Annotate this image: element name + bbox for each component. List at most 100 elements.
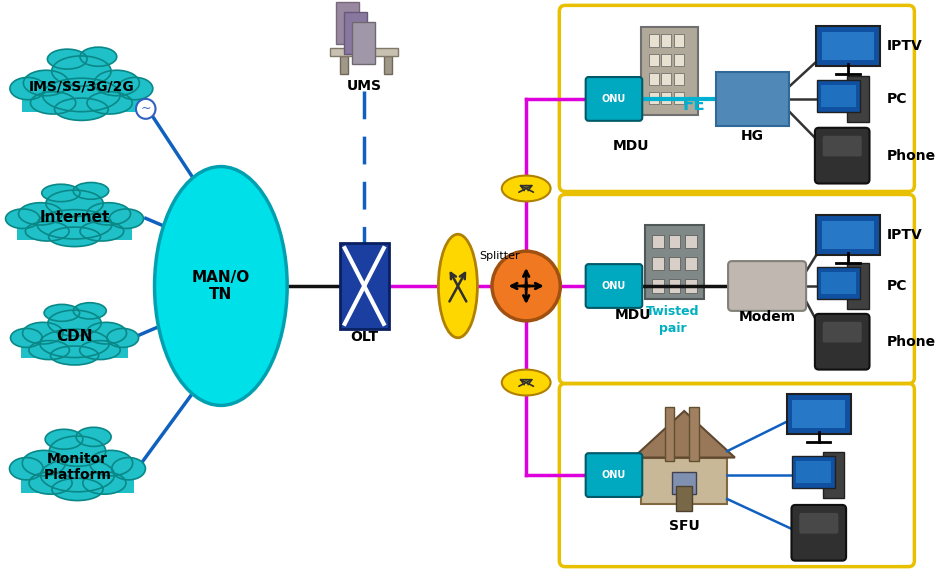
Text: OLT: OLT [350, 330, 378, 344]
FancyBboxPatch shape [673, 73, 683, 85]
FancyBboxPatch shape [684, 279, 696, 293]
Ellipse shape [501, 370, 550, 395]
Text: Monitor
Platform: Monitor Platform [43, 452, 111, 482]
FancyBboxPatch shape [791, 505, 845, 561]
FancyBboxPatch shape [667, 257, 680, 271]
FancyBboxPatch shape [822, 136, 861, 156]
FancyBboxPatch shape [792, 456, 834, 488]
Ellipse shape [47, 49, 87, 69]
Ellipse shape [74, 303, 106, 319]
Text: MAN/O
TN: MAN/O TN [192, 270, 250, 302]
FancyBboxPatch shape [667, 235, 680, 248]
FancyBboxPatch shape [673, 92, 683, 104]
FancyBboxPatch shape [661, 34, 670, 46]
FancyBboxPatch shape [822, 322, 861, 343]
Ellipse shape [117, 77, 153, 100]
Ellipse shape [83, 472, 126, 494]
Ellipse shape [94, 70, 139, 96]
Text: Phone: Phone [886, 149, 936, 162]
FancyBboxPatch shape [641, 27, 697, 115]
Circle shape [136, 99, 156, 119]
Ellipse shape [73, 182, 109, 199]
FancyBboxPatch shape [585, 264, 642, 308]
FancyBboxPatch shape [688, 407, 698, 461]
FancyBboxPatch shape [351, 22, 375, 64]
Text: IMS/SS/3G/2G: IMS/SS/3G/2G [28, 80, 134, 94]
Text: SFU: SFU [668, 519, 699, 533]
Text: PC: PC [886, 92, 906, 106]
Ellipse shape [110, 209, 143, 228]
FancyBboxPatch shape [785, 395, 851, 434]
Ellipse shape [86, 323, 126, 344]
FancyBboxPatch shape [22, 89, 141, 113]
FancyBboxPatch shape [648, 73, 658, 85]
FancyBboxPatch shape [799, 513, 837, 534]
Ellipse shape [23, 323, 63, 344]
Text: FE: FE [682, 96, 704, 114]
Text: PC: PC [886, 279, 906, 293]
Text: IPTV: IPTV [886, 228, 922, 243]
Ellipse shape [76, 427, 111, 446]
FancyBboxPatch shape [796, 461, 831, 483]
FancyBboxPatch shape [21, 468, 134, 492]
FancyBboxPatch shape [648, 92, 658, 104]
Text: ~: ~ [141, 102, 151, 116]
Ellipse shape [52, 56, 111, 86]
Ellipse shape [50, 346, 98, 365]
Text: HG: HG [740, 129, 763, 143]
FancyBboxPatch shape [667, 279, 680, 293]
Ellipse shape [79, 340, 120, 360]
Ellipse shape [30, 92, 76, 114]
Ellipse shape [44, 304, 79, 321]
Text: Phone: Phone [886, 335, 936, 349]
FancyBboxPatch shape [684, 257, 696, 271]
Ellipse shape [42, 78, 120, 112]
FancyBboxPatch shape [820, 85, 855, 107]
Ellipse shape [48, 310, 101, 336]
Text: Twisted: Twisted [645, 305, 699, 318]
Ellipse shape [29, 472, 72, 494]
FancyBboxPatch shape [648, 34, 658, 46]
FancyBboxPatch shape [340, 243, 388, 329]
Text: ONU: ONU [601, 470, 626, 480]
Text: ONU: ONU [601, 94, 626, 104]
FancyBboxPatch shape [661, 92, 670, 104]
Text: pair: pair [658, 322, 685, 335]
FancyBboxPatch shape [661, 73, 670, 85]
FancyBboxPatch shape [676, 486, 691, 511]
Text: IPTV: IPTV [886, 39, 922, 53]
FancyBboxPatch shape [651, 279, 664, 293]
Ellipse shape [40, 329, 110, 358]
FancyBboxPatch shape [684, 235, 696, 248]
Ellipse shape [55, 98, 109, 121]
Ellipse shape [24, 70, 69, 96]
Ellipse shape [111, 458, 145, 480]
FancyBboxPatch shape [336, 2, 359, 44]
Ellipse shape [41, 458, 114, 492]
FancyBboxPatch shape [846, 76, 868, 122]
Ellipse shape [90, 450, 132, 476]
FancyBboxPatch shape [585, 453, 642, 497]
FancyBboxPatch shape [645, 225, 703, 299]
FancyBboxPatch shape [651, 235, 664, 248]
Ellipse shape [80, 47, 117, 66]
Text: CDN: CDN [57, 329, 93, 344]
FancyBboxPatch shape [329, 48, 398, 56]
FancyBboxPatch shape [17, 219, 132, 240]
Ellipse shape [49, 436, 106, 466]
Ellipse shape [48, 227, 100, 247]
FancyBboxPatch shape [664, 407, 674, 461]
FancyBboxPatch shape [383, 56, 391, 74]
FancyBboxPatch shape [846, 263, 868, 309]
FancyBboxPatch shape [651, 257, 664, 271]
Ellipse shape [87, 92, 132, 114]
FancyBboxPatch shape [814, 128, 868, 184]
FancyBboxPatch shape [821, 221, 873, 249]
FancyBboxPatch shape [816, 80, 859, 112]
FancyBboxPatch shape [816, 267, 859, 299]
Ellipse shape [23, 450, 65, 476]
FancyBboxPatch shape [820, 272, 855, 294]
Ellipse shape [10, 328, 42, 347]
FancyBboxPatch shape [340, 56, 347, 74]
FancyBboxPatch shape [727, 261, 805, 311]
